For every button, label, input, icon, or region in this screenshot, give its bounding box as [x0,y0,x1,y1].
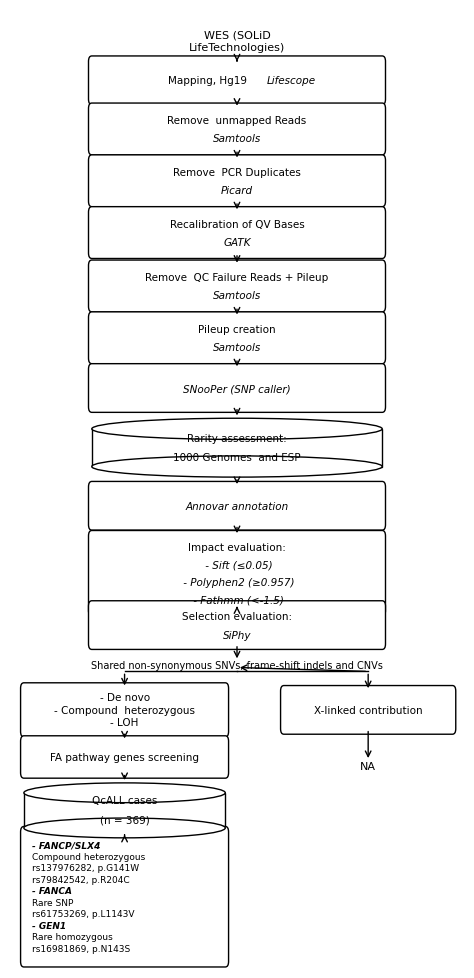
Polygon shape [92,429,382,467]
Text: Impact evaluation:: Impact evaluation: [188,543,286,553]
Text: Samtools: Samtools [213,291,261,301]
Text: SNooPer (SNP caller): SNooPer (SNP caller) [183,383,291,393]
Polygon shape [24,793,225,828]
Text: - FANCP/SLX4: - FANCP/SLX4 [32,840,100,849]
Text: NA: NA [360,761,376,771]
Text: rs16981869, p.N143S: rs16981869, p.N143S [32,944,130,953]
FancyBboxPatch shape [20,683,228,737]
FancyBboxPatch shape [89,156,385,207]
Text: GATK: GATK [223,238,251,247]
Text: (n = 369): (n = 369) [100,815,149,824]
Text: Annovar annotation: Annovar annotation [185,502,289,511]
FancyBboxPatch shape [89,601,385,649]
Text: Shared non-synonymous SNVs, frame-shift indels and CNVs: Shared non-synonymous SNVs, frame-shift … [91,660,383,671]
Text: - LOH: - LOH [110,718,139,728]
Text: Remove  PCR Duplicates: Remove PCR Duplicates [173,168,301,178]
Text: Compound heterozygous: Compound heterozygous [32,852,146,861]
Text: X-linked contribution: X-linked contribution [314,705,422,715]
Text: - Polyphen2 (≥0.957): - Polyphen2 (≥0.957) [180,577,294,588]
Text: - Sift (≤0.05): - Sift (≤0.05) [202,560,272,570]
Text: Rare homozygous: Rare homozygous [32,932,113,942]
Text: Samtools: Samtools [213,134,261,144]
Text: - FANCA: - FANCA [32,886,73,895]
Text: Picard: Picard [221,186,253,196]
Text: Recalibration of QV Bases: Recalibration of QV Bases [170,220,304,230]
Text: WES (SOLiD
LifeTechnologies): WES (SOLiD LifeTechnologies) [189,30,285,53]
Text: rs61753269, p.L1143V: rs61753269, p.L1143V [32,910,135,918]
FancyBboxPatch shape [20,826,228,967]
Text: SiPhy: SiPhy [223,630,251,640]
Ellipse shape [92,457,382,477]
FancyBboxPatch shape [89,531,385,616]
FancyBboxPatch shape [89,482,385,530]
Text: rs137976282, p.G141W: rs137976282, p.G141W [32,864,139,872]
FancyBboxPatch shape [89,261,385,313]
Text: - Fathmm (<-1.5): - Fathmm (<-1.5) [190,595,284,604]
Ellipse shape [24,819,225,838]
FancyBboxPatch shape [89,313,385,365]
FancyBboxPatch shape [89,207,385,259]
Ellipse shape [24,783,225,803]
Text: - De novo: - De novo [100,692,150,702]
Text: Rare SNP: Rare SNP [32,898,73,907]
FancyBboxPatch shape [89,365,385,413]
Text: Samtools: Samtools [213,343,261,353]
Text: - GEN1: - GEN1 [32,921,66,930]
Text: 1000 Genomes  and ESP: 1000 Genomes and ESP [173,453,301,463]
FancyBboxPatch shape [20,736,228,778]
Text: QcALL cases: QcALL cases [92,795,157,805]
Text: Rarity assessment:: Rarity assessment: [187,434,287,444]
Text: Remove  unmapped Reads: Remove unmapped Reads [167,116,307,126]
Text: Pileup creation: Pileup creation [198,325,276,334]
Text: Remove  QC Failure Reads + Pileup: Remove QC Failure Reads + Pileup [146,273,328,283]
Text: - Compound  heterozygous: - Compound heterozygous [54,705,195,715]
Text: Selection evaluation:: Selection evaluation: [182,612,292,622]
Text: rs79842542, p.R204C: rs79842542, p.R204C [32,874,130,884]
Ellipse shape [92,419,382,440]
Text: Lifescope: Lifescope [266,76,315,86]
FancyBboxPatch shape [281,686,456,734]
FancyBboxPatch shape [89,57,385,106]
Text: FA pathway genes screening: FA pathway genes screening [50,752,199,762]
Text: Mapping, Hg19: Mapping, Hg19 [168,76,250,86]
FancyBboxPatch shape [89,104,385,156]
